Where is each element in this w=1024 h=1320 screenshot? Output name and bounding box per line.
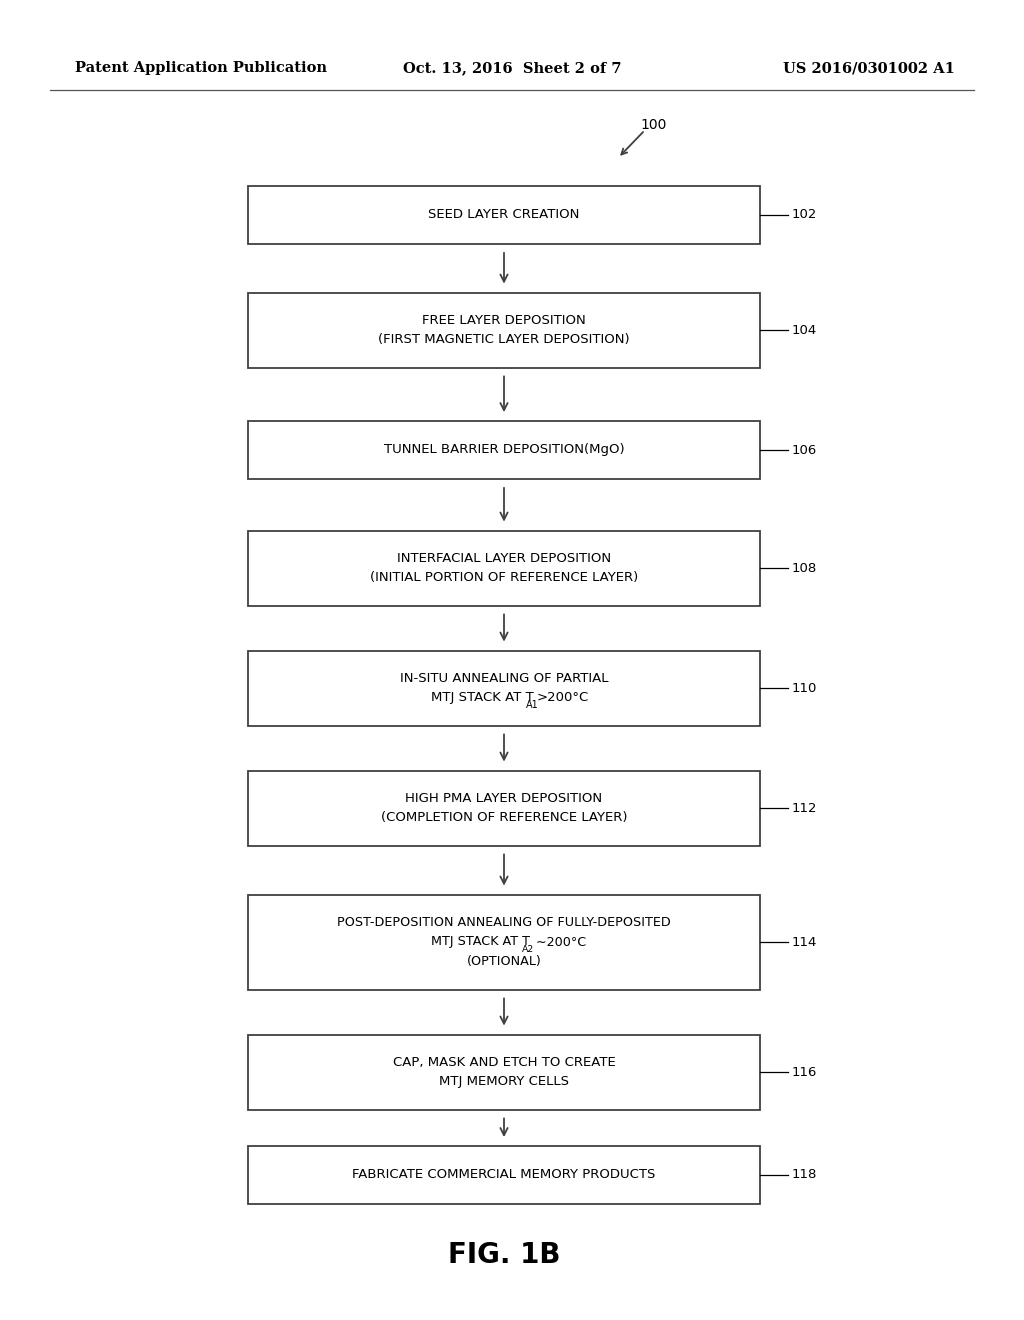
Text: 102: 102 — [792, 209, 817, 222]
Text: >200°C: >200°C — [537, 690, 589, 704]
Bar — [248, 186, 760, 244]
Bar — [248, 1146, 760, 1204]
Text: 118: 118 — [792, 1168, 817, 1181]
Text: INTERFACIAL LAYER DEPOSITION: INTERFACIAL LAYER DEPOSITION — [397, 552, 611, 565]
Text: Patent Application Publication: Patent Application Publication — [75, 61, 327, 75]
Text: (COMPLETION OF REFERENCE LAYER): (COMPLETION OF REFERENCE LAYER) — [381, 810, 628, 824]
Bar — [248, 895, 760, 990]
Text: POST-DEPOSITION ANNEALING OF FULLY-DEPOSITED: POST-DEPOSITION ANNEALING OF FULLY-DEPOS… — [337, 916, 671, 929]
Text: ∼200°C: ∼200°C — [531, 936, 586, 949]
Bar — [248, 1035, 760, 1110]
Text: MTJ STACK AT T: MTJ STACK AT T — [431, 690, 534, 704]
Text: TUNNEL BARRIER DEPOSITION(MgO): TUNNEL BARRIER DEPOSITION(MgO) — [384, 444, 625, 457]
Text: 112: 112 — [792, 801, 817, 814]
Text: (FIRST MAGNETIC LAYER DEPOSITION): (FIRST MAGNETIC LAYER DEPOSITION) — [378, 333, 630, 346]
Text: FREE LAYER DEPOSITION: FREE LAYER DEPOSITION — [422, 314, 586, 327]
Text: 100: 100 — [640, 117, 667, 132]
Text: HIGH PMA LAYER DEPOSITION: HIGH PMA LAYER DEPOSITION — [406, 792, 602, 805]
Text: 108: 108 — [792, 561, 817, 574]
Text: 110: 110 — [792, 681, 817, 694]
Text: FABRICATE COMMERCIAL MEMORY PRODUCTS: FABRICATE COMMERCIAL MEMORY PRODUCTS — [352, 1168, 655, 1181]
Text: (OPTIONAL): (OPTIONAL) — [467, 954, 542, 968]
Text: SEED LAYER CREATION: SEED LAYER CREATION — [428, 209, 580, 222]
Bar — [248, 421, 760, 479]
Text: US 2016/0301002 A1: US 2016/0301002 A1 — [783, 61, 955, 75]
Bar — [248, 293, 760, 367]
Text: MTJ MEMORY CELLS: MTJ MEMORY CELLS — [439, 1074, 569, 1088]
Text: 106: 106 — [792, 444, 817, 457]
Text: MTJ STACK AT T: MTJ STACK AT T — [431, 936, 529, 949]
Text: (INITIAL PORTION OF REFERENCE LAYER): (INITIAL PORTION OF REFERENCE LAYER) — [370, 572, 638, 583]
Text: 114: 114 — [792, 936, 817, 949]
Text: A1: A1 — [526, 700, 539, 710]
Text: 104: 104 — [792, 323, 817, 337]
Text: A2: A2 — [522, 945, 535, 953]
Text: Oct. 13, 2016  Sheet 2 of 7: Oct. 13, 2016 Sheet 2 of 7 — [402, 61, 622, 75]
Text: CAP, MASK AND ETCH TO CREATE: CAP, MASK AND ETCH TO CREATE — [392, 1056, 615, 1069]
Text: IN-SITU ANNEALING OF PARTIAL: IN-SITU ANNEALING OF PARTIAL — [399, 672, 608, 685]
Text: 116: 116 — [792, 1065, 817, 1078]
Text: FIG. 1B: FIG. 1B — [447, 1241, 560, 1269]
Bar — [248, 531, 760, 606]
Bar — [248, 651, 760, 726]
Bar — [248, 771, 760, 846]
